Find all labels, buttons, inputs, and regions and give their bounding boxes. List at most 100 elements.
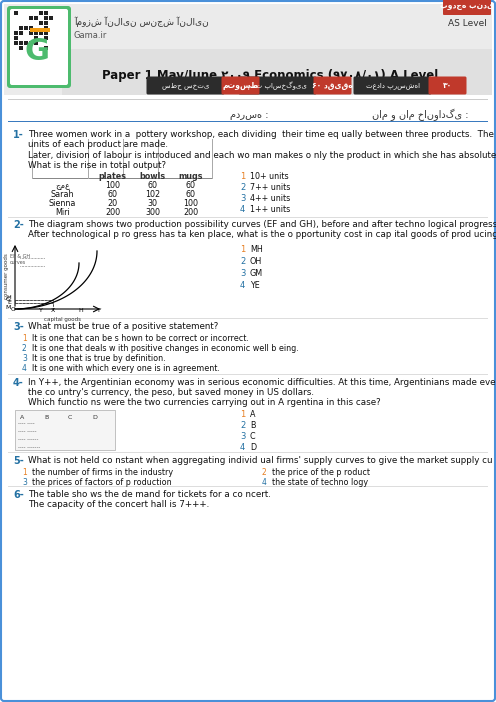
Text: the co untry's currency, the peso, but saved money in US dollars.: the co untry's currency, the peso, but s… — [28, 388, 314, 397]
Bar — [14, 36, 18, 40]
Text: متوسط: متوسط — [222, 81, 259, 91]
Bar — [44, 21, 48, 25]
Bar — [39, 31, 43, 35]
Text: 3: 3 — [240, 194, 246, 203]
FancyBboxPatch shape — [313, 77, 352, 95]
Bar — [44, 26, 48, 30]
Text: ---- -------: ---- ------- — [18, 445, 40, 450]
Text: B: B — [44, 415, 48, 420]
Text: 3-: 3- — [13, 322, 24, 332]
Text: 200: 200 — [105, 208, 120, 217]
FancyBboxPatch shape — [10, 9, 68, 85]
FancyBboxPatch shape — [146, 77, 225, 95]
FancyBboxPatch shape — [7, 6, 71, 88]
Text: G: G — [6, 298, 11, 303]
Text: 30: 30 — [147, 199, 158, 208]
Bar — [8, 121, 488, 122]
Bar — [19, 46, 23, 50]
Bar — [158, 139, 159, 179]
Bar — [39, 11, 43, 15]
Bar — [24, 41, 28, 45]
Text: سطح سختی: سطح سختی — [162, 83, 209, 89]
Text: A: A — [250, 410, 255, 419]
Text: جمع: جمع — [55, 181, 70, 190]
Bar — [15, 410, 115, 450]
Text: It is one that is true by definition.: It is one that is true by definition. — [32, 354, 166, 363]
Text: units of each product are made.: units of each product are made. — [28, 140, 168, 149]
Bar — [29, 31, 33, 35]
Text: MH: MH — [250, 245, 263, 254]
Text: 60: 60 — [147, 181, 158, 190]
Bar — [14, 41, 18, 45]
Text: What must be true of a positive statement?: What must be true of a positive statemen… — [28, 322, 218, 331]
Text: C: C — [68, 415, 72, 420]
Text: تعداد پرسش‌ها: تعداد پرسش‌ها — [366, 83, 420, 89]
Text: 2-: 2- — [13, 220, 24, 230]
FancyBboxPatch shape — [443, 0, 491, 15]
Bar — [19, 31, 23, 35]
Text: مدرسه :: مدرسه : — [230, 110, 268, 120]
Text: 102: 102 — [145, 190, 160, 199]
Text: 7++ units: 7++ units — [250, 183, 290, 192]
Bar — [8, 99, 488, 100]
Text: 200: 200 — [183, 208, 198, 217]
Bar — [12, 10, 56, 54]
Text: 20: 20 — [108, 199, 118, 208]
Text: D: D — [92, 415, 97, 420]
Text: ۶۰ دقیقه: ۶۰ دقیقه — [312, 81, 353, 91]
Text: 1: 1 — [22, 468, 27, 477]
Text: X: X — [51, 308, 55, 313]
Text: the state of techno logy: the state of techno logy — [272, 478, 368, 487]
FancyBboxPatch shape — [429, 77, 467, 95]
FancyBboxPatch shape — [222, 77, 259, 95]
Text: بودجه بندی: بودجه بندی — [440, 1, 494, 11]
Text: 3: 3 — [240, 432, 246, 441]
Text: Later, division of labour is introduced and each wo man makes o nly the product : Later, division of labour is introduced … — [28, 151, 496, 160]
Text: مدت پاسخگویی: مدت پاسخگویی — [248, 81, 307, 91]
Bar — [34, 41, 38, 45]
Bar — [29, 16, 33, 20]
Text: 4: 4 — [22, 364, 27, 373]
Bar — [34, 16, 38, 20]
Text: It is one with which every one is in agreement.: It is one with which every one is in agr… — [32, 364, 220, 373]
Text: 2: 2 — [262, 468, 267, 477]
Text: 1++ units: 1++ units — [250, 205, 290, 214]
Text: the prices of factors of p roduction: the prices of factors of p roduction — [32, 478, 172, 487]
Bar — [24, 26, 28, 30]
Bar — [62, 49, 492, 95]
Text: 6-: 6- — [13, 490, 24, 500]
Text: 100: 100 — [183, 199, 198, 208]
FancyBboxPatch shape — [354, 77, 432, 95]
Text: 10+ units: 10+ units — [250, 172, 289, 181]
Text: 1: 1 — [22, 334, 27, 343]
Text: capital goods: capital goods — [44, 317, 81, 322]
Text: ---- -----: ---- ----- — [18, 429, 37, 434]
Text: 1: 1 — [240, 245, 245, 254]
Text: نام و نام خانوادگی :: نام و نام خانوادگی : — [372, 109, 468, 121]
Bar — [4, 4, 492, 95]
Text: 300: 300 — [145, 208, 160, 217]
Text: 2: 2 — [240, 257, 245, 266]
Bar — [14, 11, 18, 15]
Bar — [32, 178, 212, 179]
Text: EF & GH
curves: EF & GH curves — [10, 254, 30, 265]
Text: 3: 3 — [22, 354, 27, 363]
Bar — [44, 16, 48, 20]
Bar — [29, 41, 33, 45]
Text: 4: 4 — [240, 443, 245, 452]
Text: آموزش آنلاین سنجش آنلاین: آموزش آنلاین سنجش آنلاین — [74, 17, 209, 27]
Bar — [123, 139, 124, 179]
Bar — [32, 139, 33, 179]
Text: bowls: bowls — [139, 172, 166, 181]
Text: mugs: mugs — [178, 172, 203, 181]
Text: the number of firms in the industry: the number of firms in the industry — [32, 468, 173, 477]
Bar — [15, 300, 53, 303]
Bar — [39, 21, 43, 25]
Text: 60: 60 — [108, 190, 118, 199]
Text: AS Level: AS Level — [447, 20, 487, 29]
Text: Miri: Miri — [55, 208, 70, 217]
Text: ---- ----: ---- ---- — [18, 421, 35, 426]
Text: 2: 2 — [22, 344, 27, 353]
Text: 4: 4 — [262, 478, 267, 487]
Text: The table sho ws the de mand for tickets for a co ncert.: The table sho ws the de mand for tickets… — [28, 490, 271, 499]
